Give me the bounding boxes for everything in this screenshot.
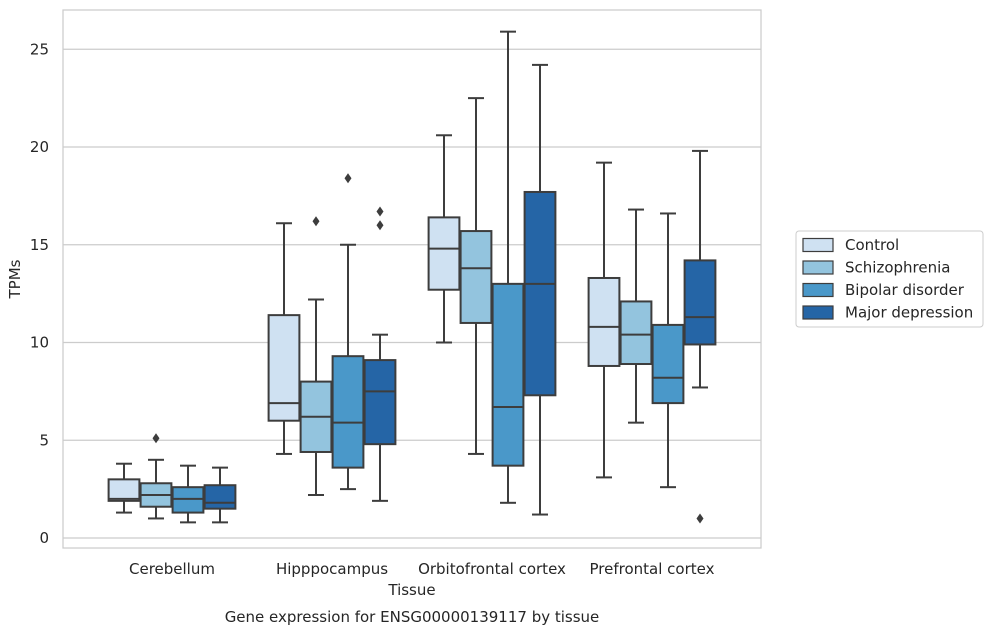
y-tick-label: 20 — [30, 138, 49, 156]
x-tick-labels: Cerebellum Hipppocampus Orbitofrontal cort… — [129, 560, 715, 578]
box — [427, 216, 461, 291]
x-tick-label: Orbitofrontal cortex — [418, 560, 566, 578]
legend-label: Major depression — [845, 304, 973, 322]
y-tick-label: 15 — [30, 236, 49, 254]
category-group — [587, 149, 717, 524]
outlier-point — [376, 220, 384, 231]
legend-item: Major depression — [802, 304, 973, 322]
legend-frame — [795, 230, 984, 328]
box — [107, 478, 141, 502]
legend-label: Schizophrenia — [845, 259, 950, 277]
legend-item: Control — [802, 236, 899, 254]
category-group — [427, 30, 557, 516]
outlier-point — [312, 216, 320, 227]
box — [363, 359, 397, 446]
y-tick-label: 0 — [39, 529, 49, 547]
box — [683, 259, 717, 346]
legend-swatch — [802, 305, 834, 320]
y-tick-label: 5 — [39, 431, 49, 449]
legend-swatch — [802, 260, 834, 275]
outlier-point — [344, 173, 352, 184]
legend: Control Schizophrenia Bipolar disorder Majo… — [795, 230, 984, 328]
box — [491, 282, 525, 467]
x-axis-label: Tissue — [387, 581, 435, 599]
box-groups — [107, 30, 717, 524]
outlier-point — [152, 433, 160, 444]
legend-item: Schizophrenia — [802, 259, 950, 277]
y-gridlines — [63, 48, 761, 539]
box — [331, 355, 365, 469]
box — [651, 323, 685, 405]
legend-label: Control — [845, 236, 899, 254]
y-tick-label: 25 — [30, 40, 49, 58]
box — [523, 190, 557, 397]
y-tick-label: 10 — [30, 334, 49, 352]
x-tick-label: Prefrontal cortex — [590, 560, 715, 578]
box — [587, 276, 621, 367]
category-group — [267, 173, 397, 502]
box — [203, 484, 237, 510]
x-tick-label: Hipppocampus — [276, 560, 388, 578]
outlier-point — [696, 513, 704, 524]
x-tick-label: Cerebellum — [129, 560, 215, 578]
box — [459, 230, 493, 324]
category-group — [107, 433, 237, 524]
legend-swatch — [802, 237, 834, 253]
plot-area-frame — [62, 9, 762, 549]
box — [619, 300, 653, 366]
outlier-point — [376, 206, 384, 217]
chart-caption: Gene expression for ENSG00000139117 by t… — [225, 608, 600, 626]
y-tick-labels: 0 5 10 15 20 25 — [30, 40, 49, 547]
legend-item: Bipolar disorder — [802, 281, 965, 299]
legend-swatch — [802, 282, 834, 298]
box — [267, 314, 301, 422]
legend-label: Bipolar disorder — [845, 281, 965, 299]
y-axis-label: TPMs — [6, 259, 24, 299]
